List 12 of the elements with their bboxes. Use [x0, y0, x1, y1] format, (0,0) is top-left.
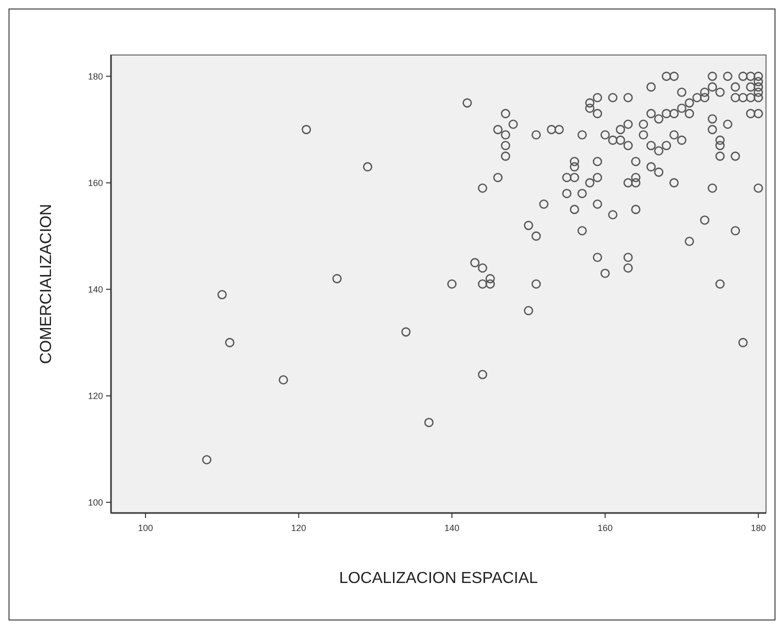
y-tick-label: 160	[88, 178, 103, 188]
x-tick-label: 160	[598, 523, 613, 533]
y-axis-title: COMERCIALIZACION	[38, 204, 55, 364]
x-tick-label: 120	[291, 523, 306, 533]
x-tick-label: 180	[750, 523, 766, 533]
x-tick-label: 100	[138, 523, 153, 533]
y-tick-label: 140	[88, 284, 103, 294]
x-tick-label: 140	[444, 523, 460, 533]
y-tick-label: 100	[88, 497, 103, 508]
y-tick-label: 120	[88, 390, 103, 401]
x-axis-title: LOCALIZACION ESPACIAL	[339, 570, 538, 587]
y-tick-label: 180	[88, 71, 103, 82]
